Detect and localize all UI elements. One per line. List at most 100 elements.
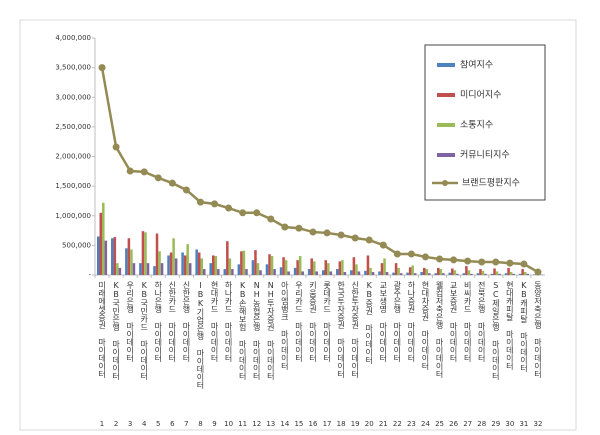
line-marker — [239, 209, 247, 217]
bar — [341, 260, 344, 275]
x-tick-label: 롯데카드 마이데이터 — [322, 281, 331, 363]
bar — [195, 249, 198, 275]
bar — [287, 271, 290, 275]
rank-label: 12 — [252, 420, 261, 428]
bar — [380, 263, 384, 275]
bar — [484, 273, 487, 275]
bar — [279, 267, 283, 275]
rank-label: 16 — [309, 420, 318, 428]
x-tick-label: KB캐피탈 마이데이터 — [519, 281, 528, 373]
bar — [214, 256, 218, 275]
bar — [153, 266, 156, 275]
rank-label: 9 — [212, 420, 216, 428]
x-tick-label: 신한투자증권 마이데이터 — [350, 281, 359, 379]
x-tick-label: 한국투자증권 마이데이터 — [336, 281, 345, 379]
bar — [231, 269, 234, 275]
line-marker — [295, 224, 303, 232]
x-tick-label: KB국민카드 마이데이터 — [139, 281, 148, 381]
bar — [470, 273, 473, 275]
bar — [437, 267, 440, 275]
bar — [495, 271, 499, 275]
line-marker — [140, 168, 148, 176]
bar — [265, 264, 269, 275]
bar — [268, 254, 271, 275]
legend-label: 소통지수 — [460, 120, 493, 131]
x-tick-label: 키움증권 마이데이터 — [308, 281, 317, 363]
bar — [476, 273, 480, 275]
bar — [307, 269, 311, 275]
x-tick-label: 신한은행 마이데이터 — [182, 281, 191, 363]
legend-swatch — [437, 153, 455, 157]
bar — [336, 269, 339, 275]
line-marker — [98, 64, 106, 72]
bar — [104, 240, 108, 275]
bar — [451, 268, 454, 275]
bar — [428, 273, 431, 275]
bar — [383, 258, 386, 275]
bar — [434, 273, 437, 275]
bar — [442, 273, 445, 275]
bar — [146, 263, 150, 275]
bar — [406, 272, 409, 275]
bar — [366, 255, 370, 275]
rank-label: 1 — [100, 420, 104, 428]
line-marker — [323, 229, 331, 237]
line-marker — [225, 204, 233, 212]
rank-label: 15 — [294, 420, 303, 428]
bar — [174, 258, 178, 275]
y-tick-label: 3,500,000 — [55, 64, 91, 72]
y-tick-label: 500,000 — [62, 241, 91, 249]
x-tick-label: IBK기업은행 마이데이터 — [196, 281, 205, 390]
bar — [245, 269, 248, 275]
x-tick-label: 신한카드 마이데이터 — [168, 281, 177, 363]
rank-label: 20 — [365, 420, 374, 428]
legend-label: 커뮤니티지수 — [460, 150, 510, 161]
x-tick-label: 교보생명 마이데이터 — [378, 281, 387, 363]
x-tick-label: 하나카드 마이데이터 — [224, 280, 233, 363]
bar — [256, 263, 260, 275]
bar — [329, 271, 333, 275]
rank-label: 26 — [449, 420, 458, 428]
bar — [312, 261, 316, 275]
bar — [364, 270, 367, 275]
rank-label: 23 — [407, 420, 416, 428]
bar — [132, 263, 136, 275]
bar — [212, 255, 215, 275]
y-tick-label: 1,500,000 — [55, 182, 91, 190]
bar — [172, 238, 175, 275]
bar — [479, 269, 482, 275]
bar — [509, 272, 513, 275]
bar — [130, 249, 133, 275]
bar — [439, 269, 443, 275]
line-marker — [281, 223, 289, 231]
bar — [102, 202, 105, 275]
bar — [181, 252, 184, 275]
x-tick-label: 웰컴저축은행 마이데이터 — [435, 280, 444, 379]
y-tick-label: 2,000,000 — [55, 153, 91, 161]
legend-swatch — [437, 63, 455, 67]
bar — [116, 263, 119, 275]
x-tick-label: 비씨카드 마이데이터 — [463, 281, 472, 363]
bar — [155, 233, 159, 275]
legend-box — [424, 44, 546, 201]
bar — [217, 269, 220, 275]
bar — [139, 263, 142, 275]
rank-label: 6 — [170, 420, 175, 428]
bar — [99, 212, 103, 275]
bar — [512, 273, 515, 275]
x-tick-label: SC제일은행 마이데이터 — [491, 281, 500, 381]
bar — [467, 270, 471, 275]
rank-label: 5 — [156, 420, 160, 428]
y-tick-label: 2,500,000 — [55, 123, 91, 131]
bar — [270, 256, 274, 275]
rank-label: 17 — [323, 420, 332, 428]
bar — [96, 236, 100, 275]
bar — [413, 273, 417, 275]
bar — [301, 271, 304, 275]
line-marker — [478, 258, 486, 266]
x-tick-label: 하나증권 마이데이터 — [407, 280, 416, 363]
bar — [118, 267, 122, 275]
bar — [200, 258, 203, 275]
bar — [160, 263, 164, 275]
bar — [526, 273, 529, 275]
